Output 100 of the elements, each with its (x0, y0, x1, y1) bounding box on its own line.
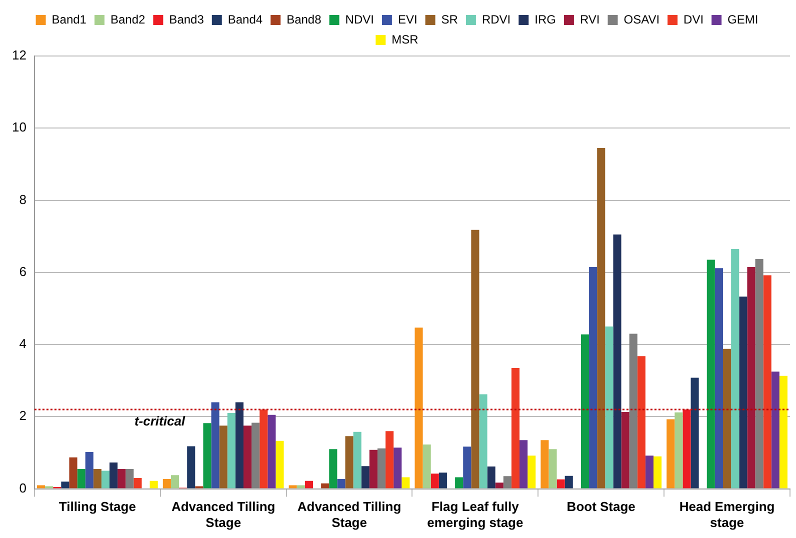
bar (211, 402, 220, 488)
bar (134, 478, 142, 488)
bar (771, 372, 780, 488)
bar (77, 468, 86, 488)
bar (219, 426, 228, 488)
bar (548, 449, 557, 488)
bar (61, 482, 70, 488)
bar (93, 468, 102, 488)
bar (268, 414, 276, 488)
bar (337, 479, 346, 488)
ref-line-label: t-critical (134, 414, 186, 429)
bar (227, 413, 236, 488)
bar (637, 356, 646, 488)
legend-label: MSR (392, 32, 419, 46)
bar (463, 446, 472, 488)
bar (621, 412, 630, 488)
bar (162, 479, 171, 488)
x-tick-label: Head Emerging stage (679, 499, 775, 530)
bar (479, 394, 488, 488)
legend-label: Band2 (110, 12, 146, 26)
x-tick-label: Advanced Tilling Stage (171, 499, 276, 530)
bar (597, 148, 606, 488)
bar (361, 466, 370, 488)
bar (353, 432, 362, 488)
bar (170, 475, 180, 488)
y-tick-label: 6 (19, 264, 26, 279)
x-tick-label: Boot Stage (566, 499, 636, 514)
bar (430, 474, 439, 488)
legend-label: Band3 (169, 12, 204, 26)
bar (613, 234, 622, 488)
bar (540, 440, 549, 488)
bar (288, 485, 297, 488)
bar (690, 378, 699, 488)
y-tick-label: 10 (12, 120, 26, 135)
legend-label: IRG (534, 12, 556, 26)
bar (85, 452, 94, 488)
bar (386, 431, 394, 488)
bar (36, 485, 46, 488)
x-tick-label: Tilling Stage (58, 499, 136, 514)
bar (235, 402, 244, 488)
bar (779, 376, 788, 488)
legend-label: Band1 (52, 12, 87, 26)
bar (329, 449, 338, 488)
legend-label: SR (441, 12, 458, 26)
bar (69, 457, 78, 488)
bar (203, 423, 212, 488)
bar (763, 275, 772, 488)
bar (126, 468, 134, 488)
bar (747, 266, 756, 488)
bar (276, 440, 284, 488)
bar (731, 248, 740, 488)
bar (528, 456, 536, 488)
legend-label: Band4 (228, 12, 263, 26)
bar (296, 485, 305, 488)
legend-label: RDVI (482, 12, 511, 26)
bar (369, 450, 378, 488)
bar (187, 446, 196, 488)
bar (345, 436, 354, 488)
bar (321, 483, 330, 488)
bar (511, 368, 520, 488)
y-tick-label: 8 (19, 192, 26, 207)
bar (706, 260, 715, 488)
y-tick-label: 4 (19, 336, 26, 352)
bar (723, 348, 732, 488)
y-tick-label: 0 (19, 480, 26, 496)
bar (118, 468, 126, 488)
bar (629, 334, 638, 488)
bar (520, 440, 528, 488)
bar (580, 334, 590, 488)
bar (252, 422, 260, 488)
legend-label: NDVI (345, 12, 374, 26)
bar (564, 476, 573, 488)
x-tick-label: Advanced Tilling Stage (297, 499, 402, 530)
bar (503, 476, 512, 488)
bar (589, 266, 598, 488)
bar (101, 470, 110, 488)
bar (714, 268, 724, 488)
bar (150, 480, 158, 488)
bar (414, 328, 423, 488)
bar (422, 444, 431, 488)
bar (438, 472, 447, 488)
bar (455, 477, 464, 488)
legend-label: EVI (398, 12, 418, 26)
bar (556, 479, 565, 488)
bar (377, 448, 386, 488)
bar (487, 466, 496, 488)
bar (110, 462, 118, 488)
bar (682, 409, 691, 488)
legend-label: OSAVI (624, 12, 660, 26)
x-tick-label: Flag Leaf fully emerging stage (427, 499, 524, 530)
bar (304, 480, 314, 488)
bar (605, 326, 614, 488)
bar (394, 448, 402, 488)
y-tick-label: 2 (19, 408, 26, 424)
bar (260, 409, 268, 488)
bar (243, 426, 252, 488)
legend-label: Band8 (286, 12, 322, 26)
bar (495, 482, 504, 488)
legend-label: GEMI (728, 12, 758, 26)
legend-label: RVI (580, 12, 600, 26)
